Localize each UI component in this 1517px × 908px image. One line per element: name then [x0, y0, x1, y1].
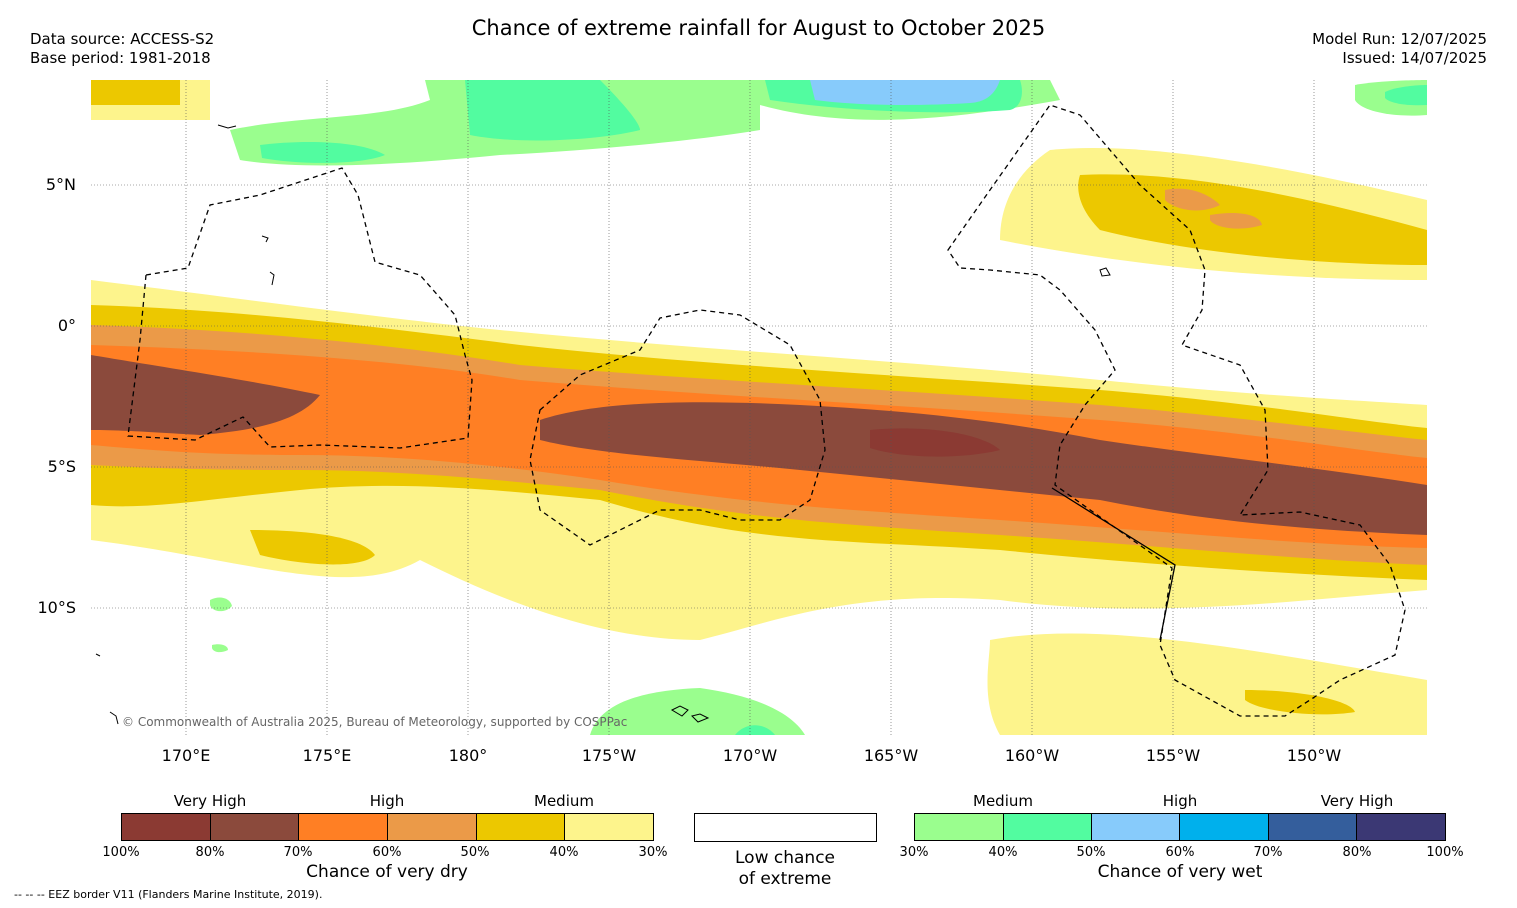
legend-dry-swatch	[565, 814, 654, 840]
legend-dry-tick: 50%	[460, 845, 490, 860]
lon-label-150w: 150°W	[1286, 746, 1342, 765]
lon-label-160w: 160°W	[1004, 746, 1060, 765]
data-source-info: Data source: ACCESS-S2 Base period: 1981…	[30, 30, 214, 68]
lon-label-165w: 165°W	[863, 746, 919, 765]
legend-wet-label: Chance of very wet	[1097, 862, 1263, 882]
legend-dry-tick: 30%	[638, 845, 668, 860]
legend-dry-swatch	[210, 814, 300, 840]
legend-wet-tick: 80%	[1342, 845, 1372, 860]
map-title: Chance of extreme rainfall for August to…	[471, 16, 1046, 40]
lon-label-175w: 175°W	[581, 746, 637, 765]
model-run-info: Model Run: 12/07/2025 Issued: 14/07/2025	[1312, 30, 1487, 68]
legend-dry-tick: 100%	[102, 845, 140, 860]
legend-wet-tick: 70%	[1253, 845, 1283, 860]
legend-dry-swatch	[122, 814, 211, 840]
legend-wet-swatch	[1003, 814, 1093, 840]
legend-wet-tick: 40%	[988, 845, 1018, 860]
model-run: Model Run: 12/07/2025	[1312, 30, 1487, 48]
legend-wet-category-high: High	[1162, 792, 1198, 810]
legend-dry-tick: 40%	[549, 845, 579, 860]
lat-label-0: 0°	[57, 316, 76, 335]
data-source: Data source: ACCESS-S2	[30, 30, 215, 48]
lon-label-170e: 170°E	[161, 746, 211, 765]
eez-solid-border	[1051, 487, 1176, 641]
legend-wet-tick: 30%	[899, 845, 929, 860]
legend-wet-swatch	[915, 814, 1004, 840]
legend-low-swatch	[694, 813, 877, 842]
legend-wet-swatch	[1268, 814, 1358, 840]
legend-dry-tick: 70%	[283, 845, 313, 860]
legend-wet-swatch	[1180, 814, 1269, 840]
legend-wet-tick: 100%	[1426, 845, 1464, 860]
base-period: Base period: 1981-2018	[30, 49, 211, 67]
legend-dry-swatch	[388, 814, 477, 840]
copyright-notice: © Commonwealth of Australia 2025, Bureau…	[122, 715, 628, 729]
issued-date: Issued: 14/07/2025	[1342, 49, 1487, 67]
lon-label-155w: 155°W	[1145, 746, 1201, 765]
eez-borders	[127, 104, 1406, 717]
legend-wet-tick: 60%	[1165, 845, 1195, 860]
islands	[95, 124, 1111, 725]
legend-wet-colorbar	[914, 813, 1446, 841]
map-shading	[91, 80, 1427, 735]
lat-label-5n: 5°N	[45, 175, 76, 194]
legend-wet-category-medium: Medium	[973, 792, 1033, 810]
legend-wet-category-very-high: Very High	[1320, 792, 1394, 810]
grid-lines	[91, 80, 1427, 735]
legend-dry-category-medium: Medium	[534, 792, 594, 810]
legend-dry-swatch	[476, 814, 566, 840]
lon-label-170w: 170°W	[722, 746, 778, 765]
legend-dry-tick: 80%	[195, 845, 225, 860]
lon-label-175e: 175°E	[302, 746, 352, 765]
very-dry-region	[91, 355, 320, 435]
legend-low-label-1: Low chance	[735, 848, 835, 868]
lat-label-5s: 5°S	[47, 457, 76, 476]
eez-footnote: -- -- -- EEZ border V11 (Flanders Marine…	[14, 888, 323, 901]
legend-dry-category-very-high: Very High	[173, 792, 247, 810]
legend-dry-tick: 60%	[372, 845, 402, 860]
legend-dry-label: Chance of very dry	[306, 862, 468, 882]
legend-wet-swatch	[1092, 814, 1181, 840]
lat-label-10s: 10°S	[37, 598, 76, 617]
legend-dry-colorbar	[121, 813, 654, 841]
legend-dry-category-high: High	[369, 792, 405, 810]
legend-wet-tick: 50%	[1076, 845, 1106, 860]
legend-low-label-2: of extreme	[738, 869, 832, 889]
lon-label-180: 180°	[448, 746, 488, 765]
legend-dry-swatch	[299, 814, 389, 840]
legend-wet-swatch	[1357, 814, 1446, 840]
